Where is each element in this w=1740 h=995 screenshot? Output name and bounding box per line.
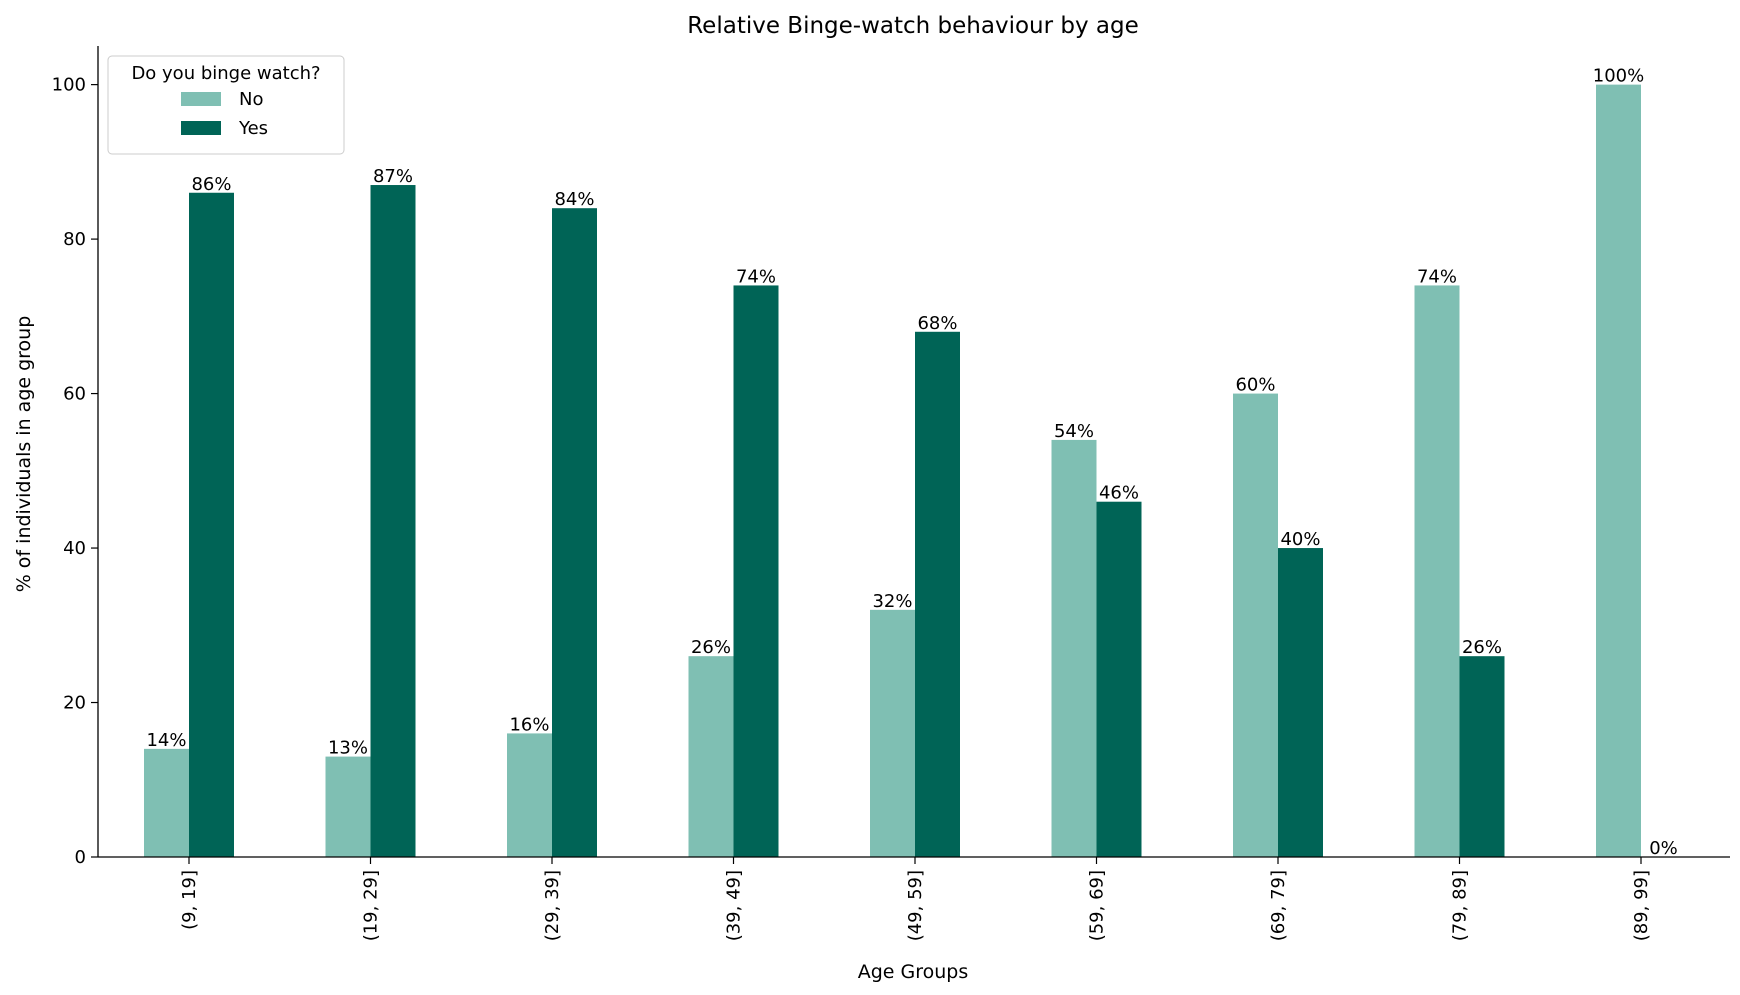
x-tick-label: (39, 49] [724,870,745,941]
y-tick-label: 40 [63,538,86,559]
bar-label-no-2: 16% [509,714,549,735]
legend: Do you binge watch? No Yes [107,55,345,155]
x-tick-label: (69, 79] [1268,870,1289,941]
chart-title: Relative Binge-watch behaviour by age [687,13,1139,39]
x-tick-label: (59, 69] [1087,870,1108,941]
bar-no-8 [1596,84,1641,858]
bar-label-yes-4: 68% [917,313,957,334]
bar-no-2 [507,733,552,857]
y-tick-label: 0 [75,847,86,868]
bar-label-no-4: 32% [872,591,912,612]
x-tick-label: (49, 59] [905,870,926,941]
legend-title: Do you binge watch? [131,63,320,84]
bar-label-yes-5: 46% [1099,483,1139,504]
bar-label-yes-7: 26% [1462,637,1502,658]
plot-area: 14% 13% 16% 26% 32% 54% 60% 74% 100% 86% 87% 84% 74%… [52,46,1730,941]
bar-label-no-5: 54% [1054,421,1094,442]
legend-swatch-no [181,92,221,106]
legend-label-no: No [239,89,263,110]
x-tick-label: (89, 99] [1631,870,1652,941]
bar-yes-7 [1459,656,1505,857]
bar-no-6 [1233,393,1278,857]
bar-label-yes-0: 86% [191,174,231,195]
bar-no-0 [144,748,189,857]
bar-label-no-3: 26% [691,637,731,658]
bar-no-1 [325,756,371,857]
bar-label-yes-8: 0% [1649,838,1678,859]
bar-label-no-8: 100% [1593,66,1644,87]
bar-yes-0 [189,192,234,857]
legend-swatch-yes [181,121,221,135]
x-tick-label: (79, 89] [1450,870,1471,941]
bar-label-no-1: 13% [328,738,368,759]
x-tick-label: (19, 29] [361,870,382,941]
bar-no-5 [1051,439,1097,857]
bar-label-yes-3: 74% [736,266,776,287]
y-axis-label: % of individuals in age group [13,316,35,593]
legend-label-yes: Yes [238,118,268,139]
bar-label-no-6: 60% [1235,375,1275,396]
legend-box [107,55,345,155]
bar-yes-2 [552,208,597,857]
bar-yes-6 [1278,548,1323,857]
bar-label-yes-6: 40% [1280,529,1320,550]
x-tick-label: (29, 39] [542,870,563,941]
y-tick-label: 60 [63,384,86,405]
y-tick-label: 20 [63,693,86,714]
bar-label-no-0: 14% [146,730,186,751]
bar-yes-3 [733,285,779,857]
y-tick-label: 80 [63,229,86,250]
bar-no-3 [688,656,734,857]
bar-yes-5 [1096,501,1142,857]
bar-yes-1 [370,185,416,857]
x-tick-label: (9, 19] [179,870,200,930]
x-axis-label: Age Groups [858,961,969,983]
bar-no-7 [1414,285,1460,857]
bar-label-no-7: 74% [1417,266,1457,287]
bar-label-yes-1: 87% [373,166,413,187]
bar-no-4 [870,609,915,857]
bar-label-yes-2: 84% [554,189,594,210]
y-tick-label: 100 [52,75,86,96]
bar-yes-4 [915,331,960,857]
